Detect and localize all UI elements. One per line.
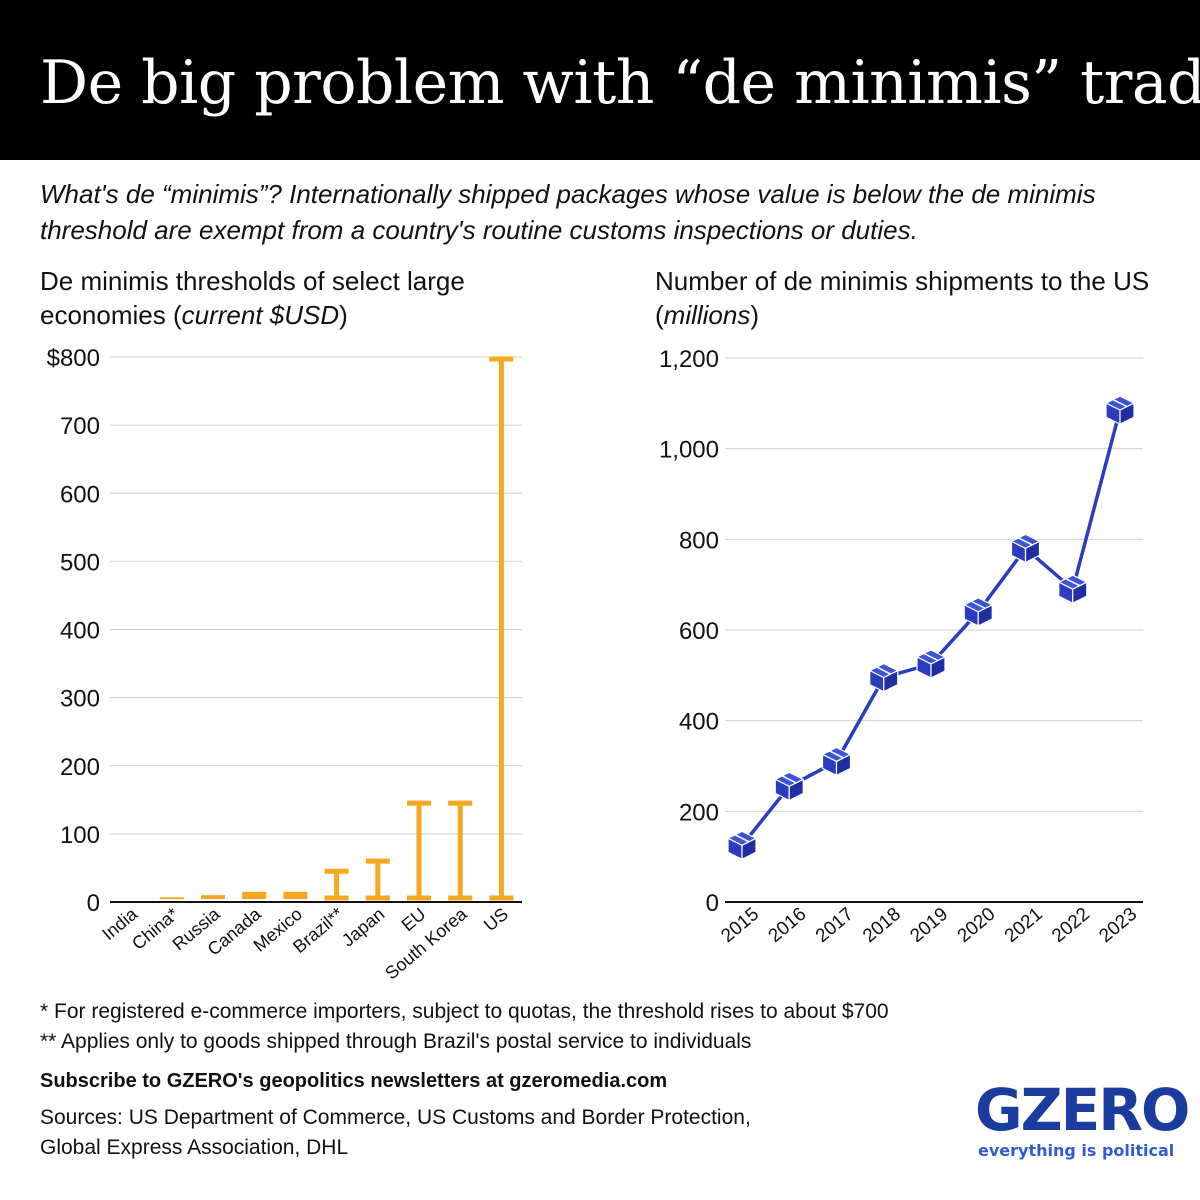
left-title-main: De minimis thresholds of select large ec…: [40, 266, 465, 330]
y-tick-label: 1,000: [659, 437, 719, 464]
y-tick-label: 400: [679, 709, 719, 736]
left-chart-title: De minimis thresholds of select large ec…: [40, 264, 540, 332]
bar: [365, 858, 390, 901]
package-icon: [774, 771, 804, 802]
package-right: [741, 837, 757, 860]
package-right: [883, 669, 899, 693]
y-tick-label: $800: [47, 345, 100, 372]
bar: [283, 891, 308, 899]
package-tape: [1018, 537, 1033, 546]
x-tick-label: 2022: [1048, 904, 1094, 947]
right-title-end: ): [750, 300, 760, 330]
bar: [448, 800, 473, 901]
right-chart-title: Number of de minimis shipments to the US…: [655, 264, 1155, 332]
package-tape: [734, 834, 750, 843]
x-tick-label: 2019: [906, 904, 952, 947]
y-tick-label: 300: [60, 686, 100, 713]
bar: [159, 897, 184, 899]
package-tape: [829, 750, 844, 759]
bar: [489, 356, 514, 901]
package-right: [1119, 402, 1135, 425]
package-tape: [781, 775, 797, 784]
gzero-tagline: everything is political: [978, 1141, 1175, 1160]
right-title-main: Number of de minimis shipments to the US…: [655, 266, 1150, 330]
y-tick-label: 500: [60, 549, 100, 576]
x-tick-label: 2023: [1095, 904, 1141, 947]
package-icon: [821, 746, 852, 777]
y-tick-label: 1,200: [659, 346, 719, 373]
y-tick-label: 200: [679, 799, 719, 826]
package-icon: [1105, 395, 1135, 425]
package-right: [788, 778, 804, 802]
footnote-brazil: ** Applies only to goods shipped through…: [40, 1030, 752, 1053]
footnote-china: * For registered e-commerce importers, s…: [40, 1000, 889, 1023]
x-tick-label: 2016: [765, 904, 811, 947]
y-tick-label: 200: [60, 754, 100, 781]
x-tick-label: 2020: [954, 904, 1000, 947]
package-right: [930, 656, 946, 679]
package-icon: [869, 662, 899, 693]
x-tick-label: 2017: [812, 904, 858, 947]
x-tick-label: 2015: [717, 904, 763, 947]
package-icon: [727, 830, 757, 860]
x-tick-label: Japan: [338, 904, 388, 951]
package-right: [835, 753, 852, 777]
bar: [407, 800, 431, 901]
subscribe-note: Subscribe to GZERO's geopolitics newslet…: [40, 1070, 668, 1092]
bar: [201, 895, 225, 899]
y-tick-label: 0: [87, 890, 100, 917]
right-title-unit: millions: [663, 300, 751, 330]
y-tick-label: 700: [60, 413, 100, 440]
subtitle: What's de “minimis”? Internationally shi…: [40, 179, 1096, 245]
threshold-bar-chart: 0100200300400500600700$800IndiaChina*Rus…: [47, 345, 522, 983]
package-tape: [970, 600, 986, 610]
package-icon: [1058, 574, 1088, 604]
left-title-unit: current $USD: [181, 300, 340, 330]
y-tick-label: 0: [706, 890, 719, 917]
package-right: [977, 604, 993, 627]
package-tape: [1065, 578, 1081, 587]
y-tick-label: 400: [60, 618, 100, 645]
gzero-logo: GZERO: [975, 1076, 1190, 1144]
header-banner: De big problem with “de minimis” trade: [0, 0, 1200, 160]
page-title: De big problem with “de minimis” trade: [40, 48, 1200, 118]
y-tick-label: 800: [679, 527, 719, 554]
x-tick-label: US: [480, 904, 512, 935]
package-icon: [916, 649, 946, 679]
package-icon: [963, 597, 993, 627]
charts-canvas: 0100200300400500600700$800IndiaChina*Rus…: [47, 345, 1143, 983]
package-icon: [1010, 533, 1041, 564]
x-tick-label: 2021: [1001, 904, 1047, 947]
package-right: [1072, 581, 1088, 604]
package-right: [1024, 540, 1041, 564]
package-tape: [876, 666, 892, 675]
bar: [324, 868, 349, 901]
left-title-end: ): [339, 300, 348, 330]
y-tick-label: 600: [60, 481, 100, 508]
x-tick-label: 2018: [859, 904, 905, 947]
package-tape: [923, 652, 939, 662]
package-tape: [1112, 398, 1128, 408]
x-tick-label: South Korea: [381, 903, 471, 983]
bar: [242, 891, 267, 899]
y-tick-label: 100: [60, 822, 100, 849]
sources-line-1: Sources: US Department of Commerce, US C…: [40, 1106, 751, 1129]
sources-line-2: Global Express Association, DHL: [40, 1136, 349, 1159]
y-tick-label: 600: [679, 618, 719, 645]
